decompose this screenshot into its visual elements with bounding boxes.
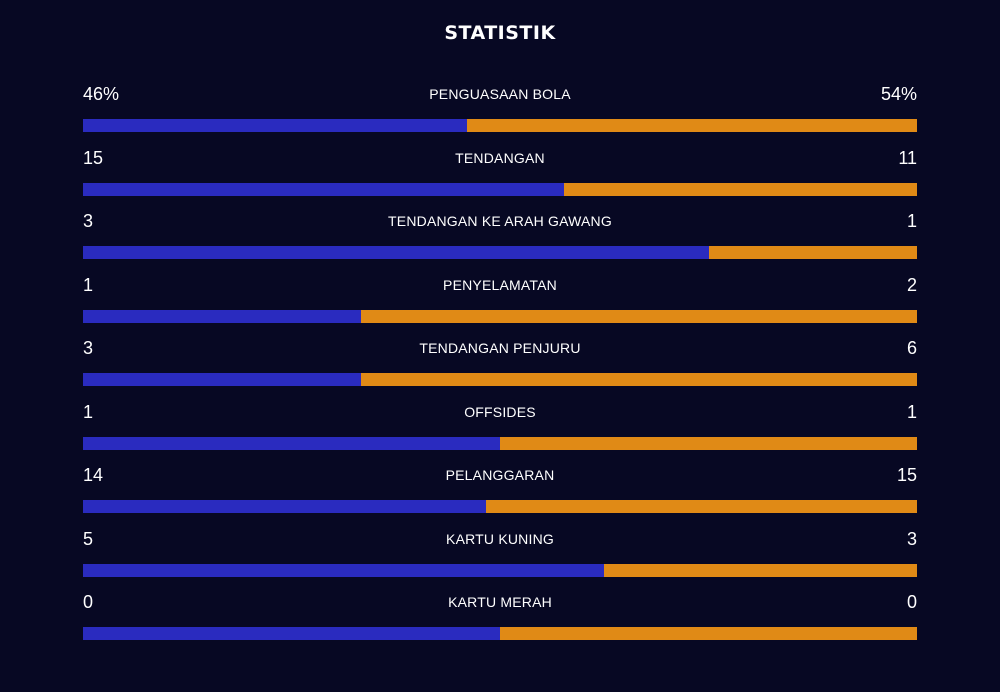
away-value: 15 (896, 465, 917, 485)
stats-list: 46% PENGUASAAN BOLA 54% 15 TENDANGAN 11 … (83, 80, 917, 652)
stat-row-shots: 15 TENDANGAN 11 (83, 144, 917, 208)
comparison-bar (83, 309, 917, 323)
comparison-bar (83, 627, 917, 640)
comparison-bar (83, 119, 917, 132)
stat-row-fouls: 14 PELANGGARAN 15 (83, 461, 917, 525)
comparison-bar (83, 500, 917, 513)
away-bar-segment (500, 627, 917, 640)
stat-row-corners: 3 TENDANGAN PENJURU 6 (83, 334, 917, 398)
home-value: 0 (83, 592, 94, 612)
away-bar-segment (485, 500, 917, 513)
stat-label: KARTU MERAH (448, 594, 552, 610)
away-value: 0 (906, 592, 917, 612)
stat-label: TENDANGAN KE ARAH GAWANG (388, 213, 612, 229)
stat-label: TENDANGAN PENJURU (419, 340, 581, 356)
home-bar-segment (83, 627, 500, 640)
stats-title: STATISTIK (444, 22, 556, 44)
away-bar-segment (500, 436, 917, 450)
comparison-bar (83, 182, 917, 196)
home-bar-segment (83, 309, 361, 323)
stat-row-possession: 46% PENGUASAAN BOLA 54% (83, 80, 917, 144)
home-bar-segment (83, 119, 467, 132)
away-value: 1 (906, 401, 917, 422)
home-value: 14 (83, 465, 104, 485)
away-bar-segment (564, 182, 917, 196)
away-bar-segment (466, 119, 917, 132)
stat-row-red-cards: 0 KARTU MERAH 0 (83, 588, 917, 652)
away-value: 1 (906, 211, 917, 231)
home-value: 46% (83, 84, 120, 104)
home-value: 5 (83, 528, 94, 549)
home-value: 1 (83, 274, 94, 295)
stat-label: KARTU KUNING (446, 530, 554, 547)
stat-label: PENYELAMATAN (443, 276, 557, 293)
away-bar-segment (360, 373, 917, 386)
away-bar-segment (708, 246, 917, 259)
home-value: 1 (83, 401, 94, 422)
home-bar-segment (83, 373, 361, 386)
home-bar-segment (83, 436, 500, 450)
away-value: 11 (898, 147, 917, 168)
home-bar-segment (83, 563, 605, 577)
comparison-bar (83, 436, 917, 450)
away-bar-segment (360, 309, 917, 323)
home-bar-segment (83, 182, 565, 196)
stat-label: PELANGGARAN (445, 467, 555, 483)
comparison-bar (83, 373, 917, 386)
home-bar-segment (83, 246, 709, 259)
stat-label: PENGUASAAN BOLA (429, 86, 571, 102)
home-value: 3 (83, 338, 94, 358)
away-value: 3 (906, 528, 917, 549)
comparison-bar (83, 563, 917, 577)
stat-label: OFFSIDES (464, 403, 536, 420)
home-value: 15 (83, 147, 104, 168)
stat-row-saves: 1 PENYELAMATAN 2 (83, 271, 917, 335)
home-value: 3 (83, 211, 94, 231)
away-value: 54% (880, 84, 917, 104)
away-value: 2 (906, 274, 917, 295)
comparison-bar (83, 246, 917, 259)
stat-row-shots-on-target: 3 TENDANGAN KE ARAH GAWANG 1 (83, 207, 917, 271)
stat-row-offsides: 1 OFFSIDES 1 (83, 398, 917, 462)
away-value: 6 (906, 338, 917, 358)
away-bar-segment (604, 563, 917, 577)
home-bar-segment (83, 500, 486, 513)
stat-label: TENDANGAN (455, 149, 545, 166)
stat-row-yellow-cards: 5 KARTU KUNING 3 (83, 525, 917, 589)
